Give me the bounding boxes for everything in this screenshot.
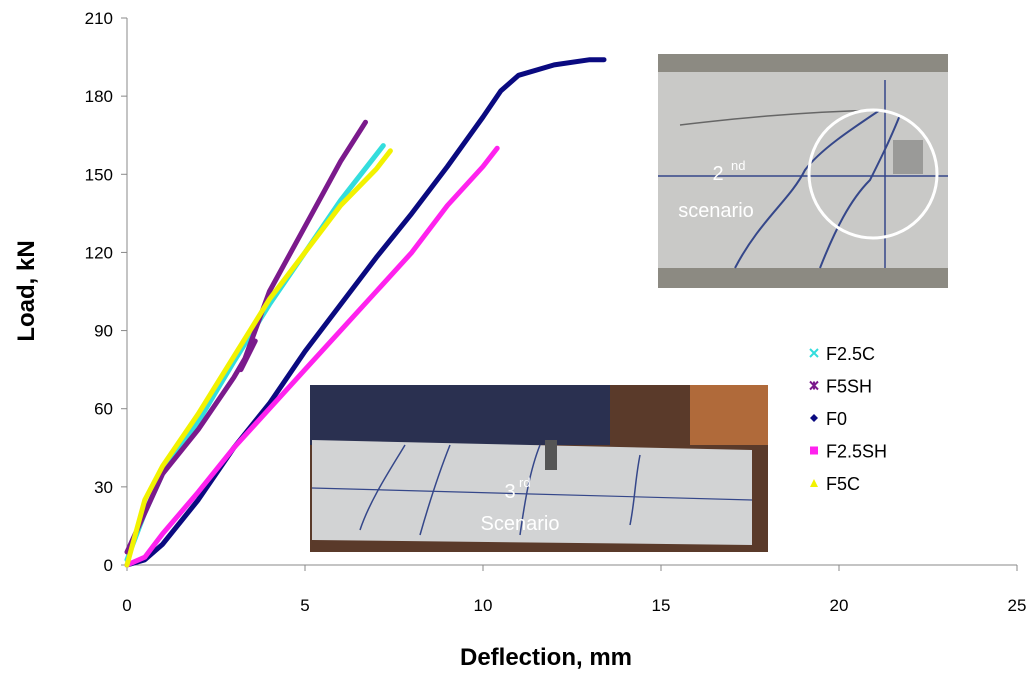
legend-label: F5C [826, 474, 860, 494]
y-tick-label: 210 [85, 9, 113, 28]
x-tick-label: 10 [474, 596, 493, 615]
y-tick-label: 180 [85, 87, 113, 106]
legend-marker [810, 414, 818, 422]
legend-label: F5SH [826, 377, 872, 397]
y-tick-label: 150 [85, 165, 113, 184]
legend-marker [810, 447, 818, 455]
annotation-suffix: nd [731, 158, 745, 173]
x-axis-label: Deflection, mm [460, 644, 632, 671]
y-tick-label: 120 [85, 243, 113, 262]
y-tick-label: 60 [94, 400, 113, 419]
photo-third-scenario: 3 rd Scenario [310, 385, 768, 552]
legend-marker [810, 349, 818, 357]
legend-marker [810, 479, 818, 487]
annotation-label: scenario [678, 200, 754, 222]
x-tick-label: 5 [300, 596, 309, 615]
legend-marker [810, 382, 818, 390]
annotation-label: Scenario [481, 513, 560, 535]
x-tick-label: 0 [122, 596, 131, 615]
x-tick-label: 15 [652, 596, 671, 615]
y-tick-label: 0 [104, 556, 113, 575]
y-axis-label: Load, kN [13, 240, 40, 341]
legend-label: F0 [826, 409, 847, 429]
y-tick-label: 30 [94, 478, 113, 497]
annotation-number: 3 [504, 481, 515, 503]
x-tick-label: 25 [1008, 596, 1027, 615]
annotation-number: 2 [712, 163, 723, 185]
legend-label: F2.5SH [826, 442, 887, 462]
y-tick-label: 90 [94, 322, 113, 341]
chart: Deflection, mm Load, kN 0306090120150180… [0, 0, 1032, 675]
annotation-suffix: rd [519, 475, 531, 490]
photo-second-scenario: 2 nd scenario [658, 54, 948, 288]
legend-label: F2.5C [826, 344, 875, 364]
x-tick-label: 20 [830, 596, 849, 615]
